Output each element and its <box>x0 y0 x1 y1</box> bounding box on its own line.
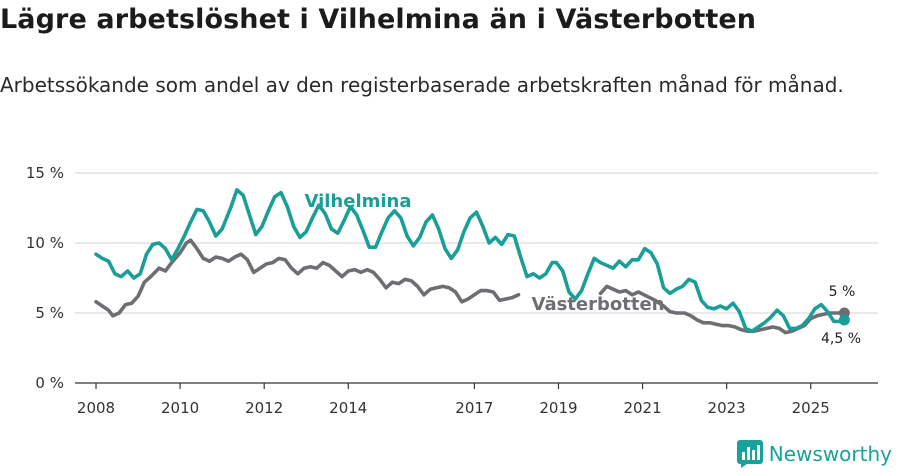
series-label-vasterbotten: Västerbotten <box>532 294 665 315</box>
x-tick-label: 2010 <box>161 399 199 417</box>
chart-title: Lägre arbetslöshet i Vilhelmina än i Väs… <box>0 4 757 35</box>
x-tick-label: 2017 <box>455 399 493 417</box>
x-tick-label: 2019 <box>539 399 577 417</box>
bar-chart-logo-icon <box>736 440 763 468</box>
chart-subtitle: Arbetssökande som andel av den registerb… <box>0 73 844 97</box>
y-tick-label: 15 % <box>26 164 64 182</box>
x-tick-label: 2014 <box>329 399 367 417</box>
x-tick-label: 2008 <box>77 399 115 417</box>
series-line-vilhelmina <box>94 188 847 333</box>
end-value-label-vilhelmina: 4,5 % <box>821 331 861 347</box>
y-tick-label: 5 % <box>35 304 64 322</box>
brand-name: Newsworthy <box>768 442 892 466</box>
brand-logo[interactable]: Newsworthy <box>736 440 892 468</box>
x-axis: 2008 2010 2012 2014 2017 2019 2021 2023 2025 <box>75 382 878 417</box>
x-tick-label: 2021 <box>623 399 661 417</box>
x-tick-label: 2025 <box>792 399 830 417</box>
y-tick-label: 0 % <box>35 374 64 392</box>
x-tick-label: 2012 <box>245 399 283 417</box>
series-lines <box>94 188 850 335</box>
end-value-label-vasterbotten: 5 % <box>829 284 856 300</box>
series-labels: Vilhelmina Västerbotten 5 % 4,5 % <box>304 191 861 347</box>
gridlines <box>75 172 878 314</box>
end-point-vilhelmina <box>838 314 850 326</box>
series-label-vilhelmina: Vilhelmina <box>304 191 411 212</box>
x-tick-label: 2023 <box>708 399 746 417</box>
y-axis-ticks: 0 % 5 % 10 % 15 % <box>26 164 64 392</box>
series-line-västerbotten <box>94 238 521 318</box>
y-tick-label: 10 % <box>26 234 64 252</box>
